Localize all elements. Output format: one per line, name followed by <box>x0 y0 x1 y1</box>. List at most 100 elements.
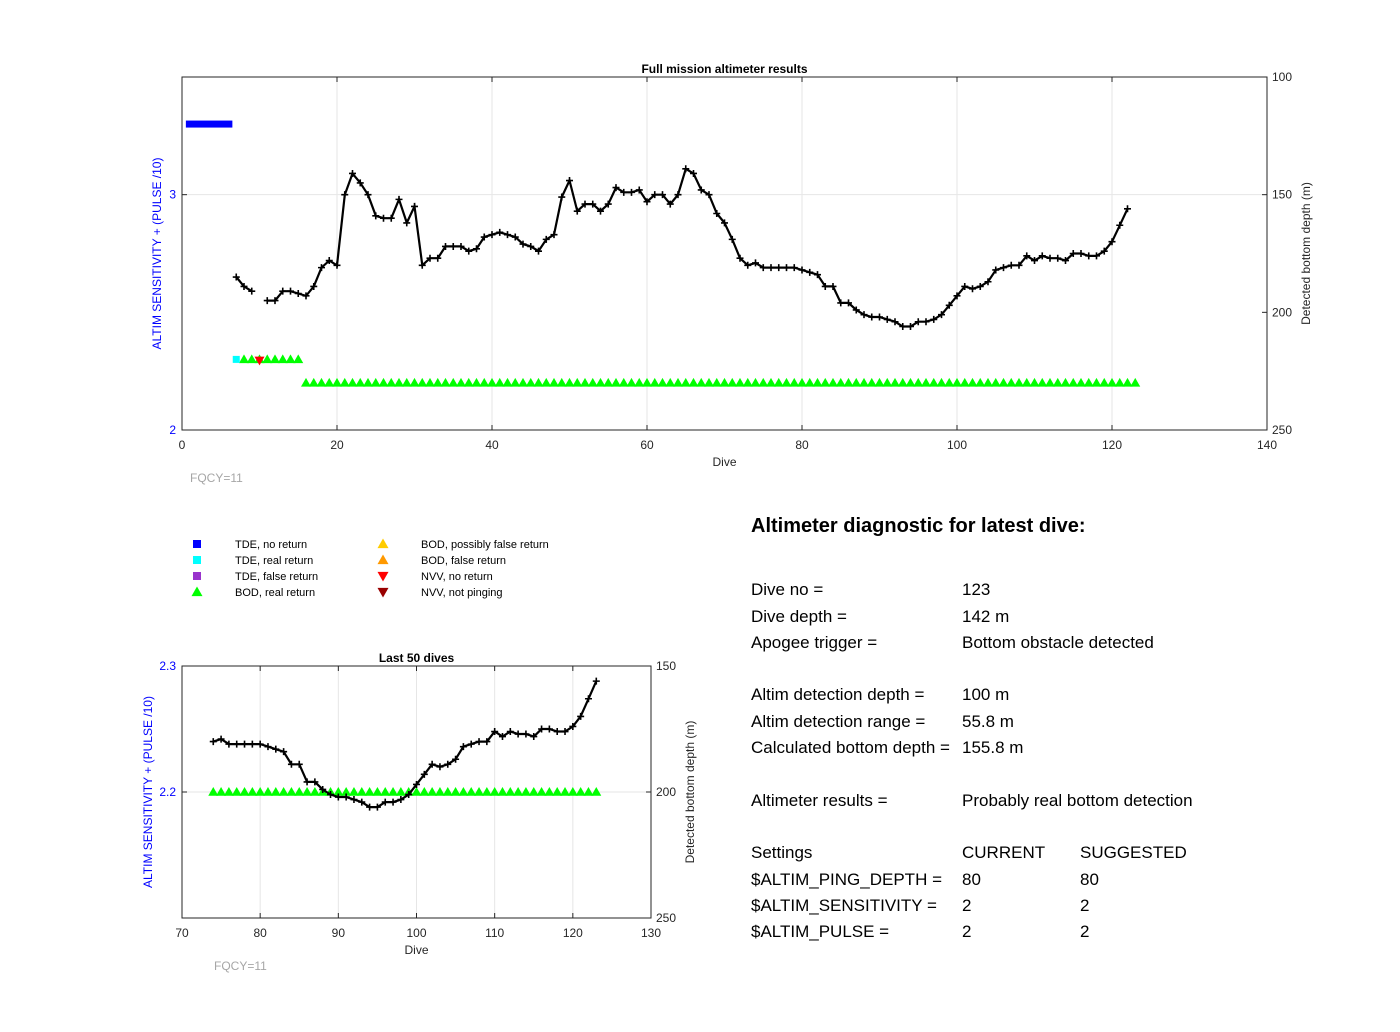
bottom-depth-point <box>459 743 467 751</box>
x-tick-label: 130 <box>641 926 661 940</box>
bod-real-return-marker <box>820 377 831 387</box>
bod-real-return-marker <box>293 354 304 364</box>
x-tick-label: 40 <box>485 438 499 452</box>
bod-real-return-marker <box>270 354 280 364</box>
sensitivity-label: $ALTIM_SENSITIVITY = <box>751 895 937 915</box>
sensitivity-current: 2 <box>962 895 972 915</box>
bod-real-return-marker <box>208 787 219 796</box>
bottom-depth-point <box>1093 252 1100 260</box>
altim-depth-row: Altim detection depth = 100 m <box>751 682 1371 708</box>
sensitivity-row: $ALTIM_SENSITIVITY = 2 2 <box>751 893 1371 919</box>
legend-label: NVV, not pinging <box>421 587 503 599</box>
dive-no-label: Dive no = <box>751 580 824 600</box>
bottom-depth-point <box>452 755 460 763</box>
bottom-depth-point <box>581 200 589 208</box>
bod-real-return-marker <box>983 377 993 387</box>
bottom-depth-point <box>428 760 436 768</box>
bottom-depth-point <box>426 254 434 262</box>
bod-real-return-marker <box>394 377 404 387</box>
dive-depth-value: 142 m <box>962 606 1010 626</box>
legend-label: BOD, false return <box>421 555 506 567</box>
bottom-depth-point <box>217 735 225 743</box>
bottom-depth-point <box>643 198 651 206</box>
bod-real-return-marker <box>239 354 249 364</box>
x-tick-label: 60 <box>640 438 654 452</box>
bottom-depth-point <box>883 315 891 323</box>
bottom-depth-point <box>436 763 444 771</box>
bottom-depth-line <box>212 680 598 809</box>
bottom-depth-point <box>542 235 550 243</box>
bod-real-return-marker <box>466 787 477 796</box>
bottom-depth-point <box>483 738 491 746</box>
bod-real-return-marker <box>1122 377 1133 387</box>
bottom-depth-point <box>387 214 395 222</box>
bottom-depth-point <box>511 233 519 241</box>
bod-real-return-marker <box>928 377 939 387</box>
results-row: Altimeter results = Probably real bottom… <box>751 788 1371 814</box>
bottom-depth-point <box>597 207 604 215</box>
bottom-depth-point <box>666 200 674 208</box>
bod-real-return-marker <box>502 377 513 387</box>
bod-real-return-marker <box>378 377 389 387</box>
bottom-depth-point <box>341 191 349 199</box>
bod-real-return-marker <box>758 377 769 387</box>
altim-depth-label: Altim detection depth = <box>751 685 925 705</box>
bod-real-return-marker <box>528 787 539 796</box>
bod-real-return-marker <box>913 377 924 387</box>
dive-depth-label: Dive depth = <box>751 606 847 626</box>
bod-real-return-marker <box>544 787 555 796</box>
x-tick-label: 120 <box>563 926 583 940</box>
altim-range-value: 55.8 m <box>962 711 1014 731</box>
bottom-depth-point <box>945 301 953 309</box>
bod-real-return-marker <box>489 787 500 796</box>
bottom-depth-point <box>790 264 798 272</box>
apogee-row: Apogee trigger = Bottom obstacle detecte… <box>751 630 1371 656</box>
bod-real-return-marker <box>333 787 344 796</box>
dive-depth-row: Dive depth = 142 m <box>751 604 1371 630</box>
bod-real-return-marker <box>905 377 916 387</box>
bod-real-return-marker <box>696 377 707 387</box>
diagnostic-title: Altimeter diagnostic for latest dive: <box>751 515 1086 537</box>
bod-real-return-marker <box>332 377 342 387</box>
bottom-depth-point <box>302 292 310 300</box>
bottom-depth-point <box>498 733 506 741</box>
pulse-label: $ALTIM_PULSE = <box>751 922 890 942</box>
altim-range-label: Altim detection range = <box>751 711 926 731</box>
y-left-tick-label: 2.2 <box>159 785 176 799</box>
bottom-depth-point <box>721 219 728 227</box>
bottom-depth-point <box>530 733 538 741</box>
bod-real-return-marker <box>797 377 807 387</box>
dive-no-value: 123 <box>962 580 991 600</box>
bod-real-return-marker <box>450 787 461 796</box>
x-tick-label: 140 <box>1257 438 1277 452</box>
legend-label: TDE, real return <box>235 555 313 567</box>
x-tick-label: 0 <box>179 438 186 452</box>
legend-triangle-down-icon <box>377 587 389 598</box>
bottom-depth-point <box>860 311 868 319</box>
bod-real-return-marker <box>497 787 508 796</box>
y-left-axis-label: ALTIM SENSITIVITY + (PULSE /10) <box>141 696 155 888</box>
bod-real-return-marker <box>525 377 536 387</box>
bottom-depth-point <box>496 228 504 236</box>
bottom-depth-point <box>449 242 457 250</box>
bottom-depth-point <box>473 245 480 253</box>
bod-real-return-marker <box>866 377 877 387</box>
bottom-depth-point <box>480 233 488 241</box>
legend-triangle-down-icon <box>377 571 389 582</box>
bottom-depth-point <box>373 803 381 811</box>
bottom-depth-point <box>241 740 249 748</box>
altim-range-row: Altim detection range = 55.8 m <box>751 709 1371 735</box>
bod-real-return-marker <box>270 787 281 796</box>
bod-real-return-marker <box>1006 377 1017 387</box>
bottom-depth-point <box>907 322 914 330</box>
bod-real-return-marker <box>657 377 668 387</box>
bod-real-return-marker <box>419 787 430 796</box>
bod-real-return-marker <box>541 377 552 387</box>
bottom-depth-point <box>256 740 264 748</box>
bottom-depth-point <box>635 186 643 194</box>
bod-real-return-marker <box>372 787 383 796</box>
bod-real-return-marker <box>1052 377 1063 387</box>
legend-label: NVV, no return <box>421 571 493 583</box>
apogee-value: Bottom obstacle detected <box>962 632 1154 652</box>
